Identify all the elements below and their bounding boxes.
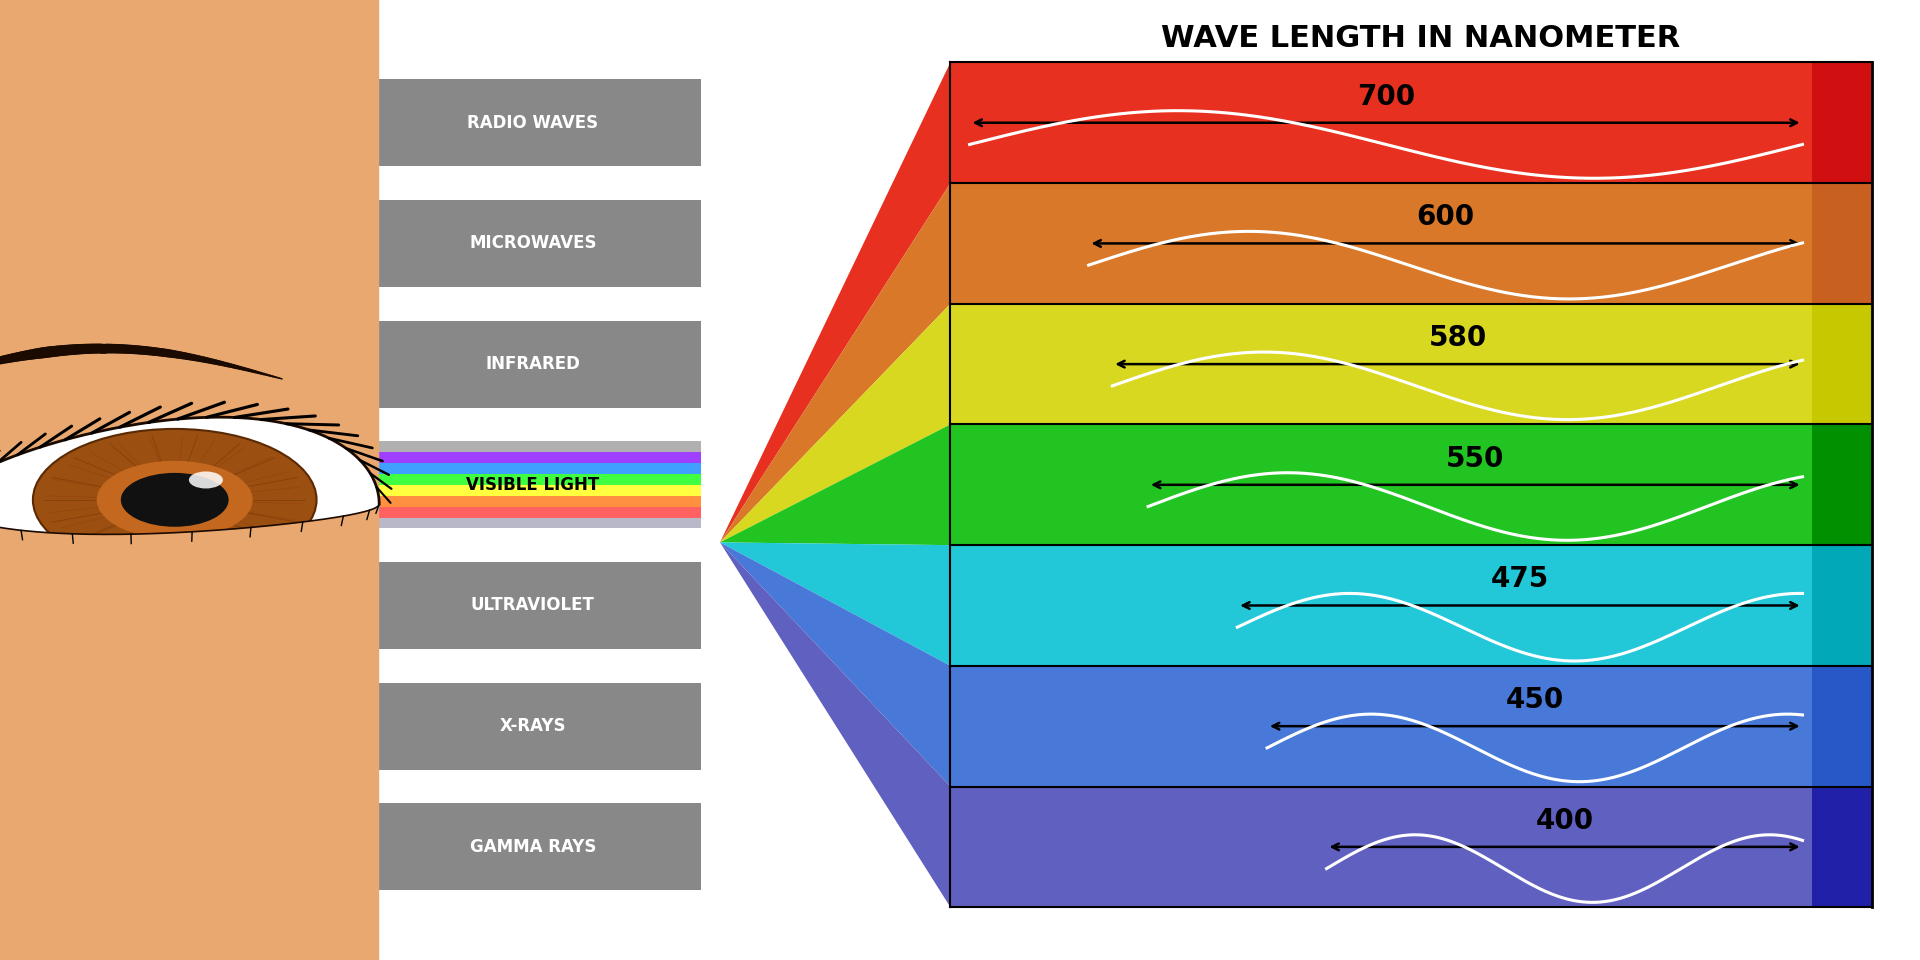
Polygon shape (720, 183, 1812, 542)
Text: 580: 580 (1428, 324, 1486, 352)
Bar (365, 804, 701, 890)
Bar (365, 495, 701, 507)
Bar (365, 517, 701, 528)
Bar (1812, 666, 1872, 786)
Polygon shape (720, 424, 1812, 545)
Polygon shape (720, 542, 1812, 786)
Bar (1812, 786, 1872, 907)
Bar (1812, 424, 1872, 545)
Bar (1812, 303, 1872, 424)
Text: 450: 450 (1505, 686, 1565, 714)
Text: 600: 600 (1417, 204, 1475, 231)
Text: MICROWAVES: MICROWAVES (468, 234, 597, 252)
Text: 550: 550 (1446, 444, 1505, 472)
Text: 400: 400 (1536, 806, 1594, 835)
Polygon shape (720, 62, 1812, 542)
Text: WAVE LENGTH IN NANOMETER: WAVE LENGTH IN NANOMETER (1162, 24, 1680, 53)
Bar (1812, 183, 1872, 303)
Bar (365, 474, 701, 485)
Bar (365, 321, 701, 408)
Text: X-RAYS: X-RAYS (499, 717, 566, 735)
Bar (365, 80, 701, 166)
Bar (1812, 545, 1872, 666)
Circle shape (188, 471, 223, 489)
Bar (365, 463, 701, 474)
Bar (365, 442, 701, 452)
Ellipse shape (19, 125, 307, 883)
Bar (365, 683, 701, 770)
Text: RADIO WAVES: RADIO WAVES (467, 113, 599, 132)
Circle shape (33, 429, 317, 571)
Polygon shape (720, 542, 1812, 907)
Polygon shape (0, 418, 380, 590)
Bar (365, 452, 701, 463)
Ellipse shape (52, 156, 317, 852)
Bar (365, 200, 701, 287)
Bar (365, 562, 701, 649)
Text: 700: 700 (1357, 83, 1415, 110)
Circle shape (96, 461, 253, 539)
Bar (365, 485, 701, 495)
Text: INFRARED: INFRARED (486, 355, 580, 373)
Polygon shape (720, 542, 1812, 666)
Polygon shape (720, 303, 1812, 542)
Bar (1812, 62, 1872, 183)
Text: ULTRAVIOLET: ULTRAVIOLET (470, 596, 595, 614)
Circle shape (121, 473, 228, 527)
Text: VISIBLE LIGHT: VISIBLE LIGHT (467, 476, 599, 493)
Text: GAMMA RAYS: GAMMA RAYS (470, 838, 595, 856)
Bar (365, 507, 701, 517)
Text: 475: 475 (1490, 565, 1549, 593)
